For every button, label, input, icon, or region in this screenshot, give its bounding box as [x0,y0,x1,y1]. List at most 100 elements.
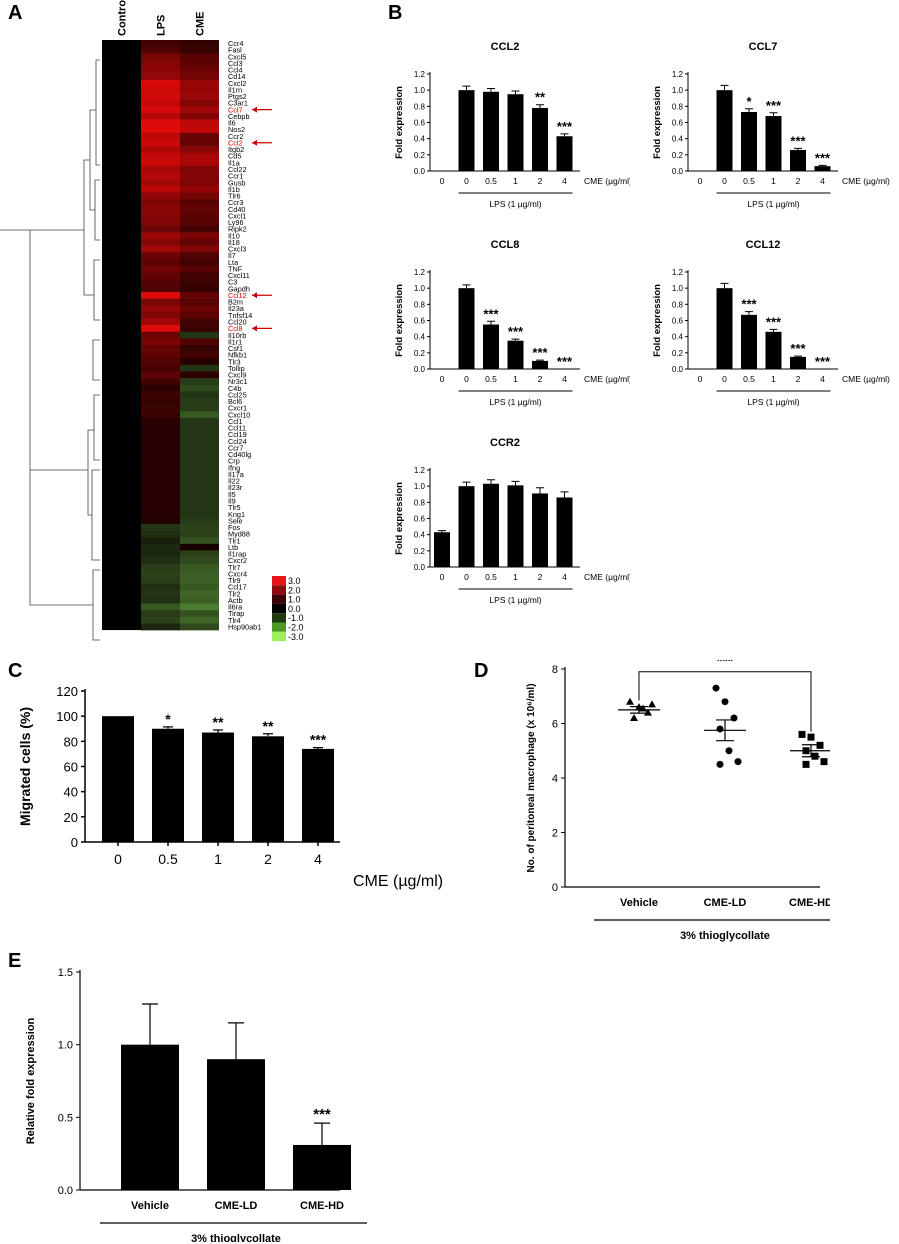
heatmap-cell-lps [141,298,180,306]
bar [507,485,524,567]
heatmap-cell-lps [141,437,180,445]
bar [252,736,284,842]
gene-label: Ifng [228,463,240,472]
x-tick-label: 0 [440,572,445,582]
heatmap-cell-cme [180,398,219,405]
heatmap-cell-lps [141,311,180,319]
heatmap-cell-lps [141,245,180,253]
heatmap-cell-cme [180,159,219,167]
heatmap-cell-lps [141,285,180,293]
error-bar [213,729,223,733]
bar [741,314,757,369]
heatmap-cell-lps [141,59,180,67]
heatmap-cell-lps [141,517,180,525]
heatmap-cell-cme [180,404,219,412]
gene-label: Cxcl10 [228,410,250,419]
y-axis-label: Fold expression [394,482,405,555]
gene-label: Kng1 [228,510,245,519]
migration-chart: Migrated cells (%) 0 20 40 60 80 100 120 0 * 0.5 **… [17,684,443,890]
heatmap-cell-lps [141,351,180,359]
x-tick-label: 4 [562,572,567,582]
heatmap-cell-cme [180,232,219,240]
data-point [716,760,724,768]
sem-bar [802,744,820,758]
gene-label: C4b [228,384,241,393]
significance-stars: *** [483,306,499,321]
heatmap-cell-cme [180,291,219,299]
heatmap-cell-cme [180,199,219,207]
heatmap-cell-cme [180,238,219,246]
heatmap-cell-cme [180,484,219,492]
gene-label: Il1r1 [228,337,242,346]
y-tick-label: 0.6 [414,515,426,524]
x-tick-label: 0 [440,374,445,384]
heatmap-cell-cme [180,351,219,359]
heatmap-cell-cme [180,603,219,611]
heatmap-cell-cme [180,73,219,81]
x-axis-label: CME (µg/ml) [584,374,630,384]
heatmap-cell-cme [180,298,219,306]
error-bar [462,284,471,289]
heatmap-cell-lps [141,457,180,465]
heatmap-cell-lps [141,497,180,505]
x-tick-label: CME-LD [215,1200,258,1212]
highlight-arrowhead [252,292,257,299]
heatmap-cell-lps [141,431,180,439]
gene-label: Ptgs2 [228,92,247,101]
error-bar [314,1122,330,1145]
x-axis-label: CME (µg/ml) [584,572,630,582]
y-tick-label: 0.4 [414,333,426,342]
legend-swatch [272,594,286,604]
x-tick-label: 0.5 [743,176,755,186]
heatmap-control-column [102,40,141,631]
x-tick-label: 0 [722,176,727,186]
heatmap-cell-lps [141,179,180,187]
bar [532,493,548,567]
bar [741,111,757,171]
error-bar [511,338,520,341]
heatmap-cell-cme [180,272,219,279]
gene-label: Cd40lg [228,450,251,459]
y-axis-label: Fold expression [394,284,405,357]
heatmap-cell-lps [141,404,180,412]
heatmap-cell-cme [180,464,219,472]
heatmap-cell-cme [180,252,219,260]
y-tick-label: 0.4 [414,531,426,540]
chart-title: CCR2 [490,437,520,449]
heatmap-cell-lps [141,205,180,213]
y-tick-label: 4 [552,773,558,785]
y-tick-label: 1.2 [414,70,426,79]
gene-label: Cebpb [228,112,250,121]
significance-stars: ** [263,718,274,734]
y-axis-label: Relative fold expression [25,1017,37,1144]
y-tick-label: 0.2 [414,547,426,556]
y-tick-label: 0.8 [414,498,426,507]
x-tick-label: 0 [464,572,469,582]
heatmap-cell-cme [180,146,219,154]
y-tick-label: 0.6 [672,119,684,128]
data-point [802,760,810,768]
sem-bar [630,706,648,714]
legend-tick: -3.0 [288,632,304,642]
heatmap-cell-lps [141,53,180,61]
legend-tick: 2.0 [288,585,301,595]
heatmap-cell-cme [180,265,219,273]
dendrogram-branch [87,429,94,516]
heatmap-cell-lps [141,225,180,233]
error-bar [794,147,802,150]
gene-label: Ripk2 [228,225,247,234]
heatmap-cell-cme [180,391,219,399]
significance-stars: * [746,94,752,109]
heatmap-cell-cme [180,139,219,147]
heatmap-cell-lps [141,344,180,352]
heatmap-cell-cme [180,596,219,604]
y-tick-label: 40 [64,785,78,800]
heatmap-cell-cme [180,543,219,551]
gene-label: Ccr3 [228,198,243,207]
gene-label: Ltb [228,543,238,552]
y-tick-label: 0.2 [414,151,426,160]
y-tick-label: 0.8 [672,102,684,111]
heatmap-cell-cme [180,437,219,445]
heatmap-cell-lps [141,391,180,399]
bar [483,91,499,171]
